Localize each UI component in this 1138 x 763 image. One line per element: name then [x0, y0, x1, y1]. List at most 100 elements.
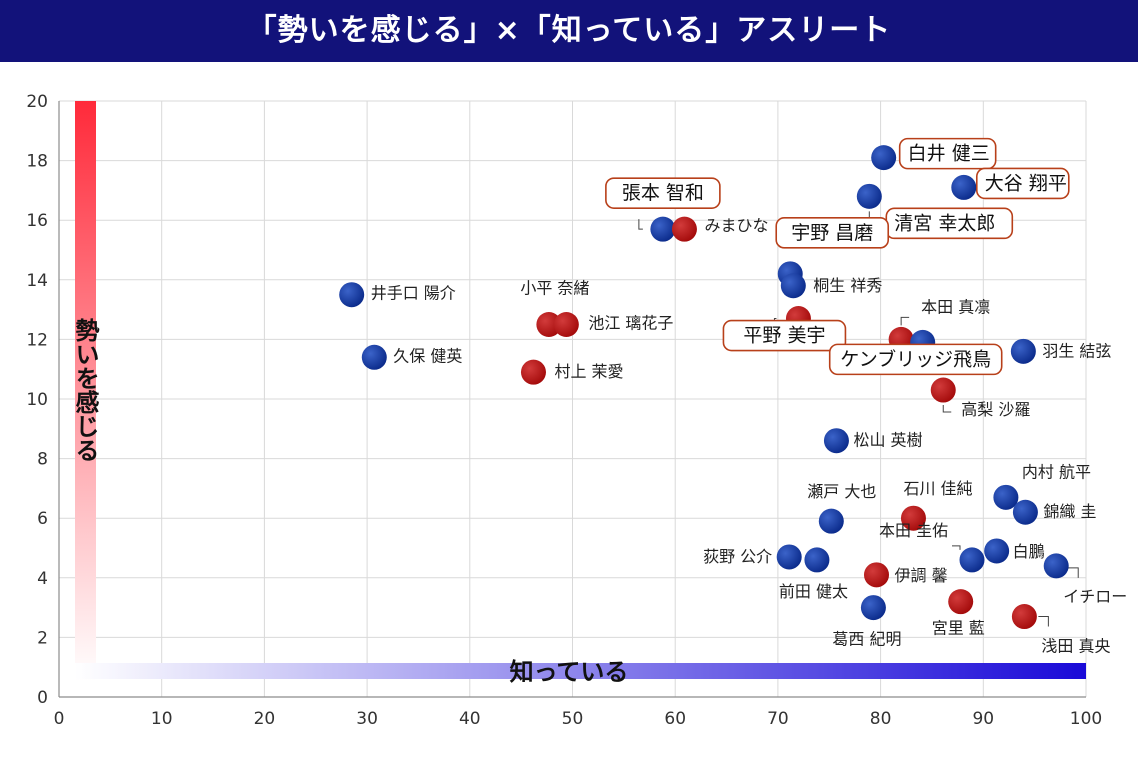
x-tick-label: 40	[459, 709, 481, 729]
callout-box	[828, 343, 1003, 376]
leader-line	[1038, 616, 1049, 627]
point-label: 錦織 圭	[1043, 502, 1096, 521]
x-tick-label: 60	[664, 709, 686, 729]
x-tick-label: 0	[54, 709, 65, 729]
point-label: 伊調 馨	[894, 566, 947, 585]
point-label: 瀬戸 大也	[807, 482, 876, 501]
point-marker	[776, 544, 802, 570]
point-label: 清宮 幸太郎	[894, 212, 995, 234]
point-marker	[863, 562, 889, 588]
x-axis-title: 知っている	[510, 658, 629, 686]
y-tick-label: 4	[37, 569, 48, 589]
leader-lines	[638, 211, 1079, 627]
point-label: みまひな	[704, 216, 768, 235]
point-label: 宮里 藍	[932, 619, 985, 638]
point-label: 平野 美宇	[743, 325, 825, 347]
point-marker	[1011, 604, 1037, 630]
point-label: 張本 智和	[622, 182, 704, 204]
point-marker	[948, 589, 974, 615]
point-label: 前田 健太	[779, 582, 848, 601]
callout-box	[722, 319, 847, 352]
leader-line	[952, 545, 961, 550]
point-marker	[871, 145, 897, 171]
y-axis-title: 勢いを感じる	[71, 318, 99, 462]
point-label: 村上 茉愛	[554, 362, 623, 381]
point-marker	[520, 359, 546, 385]
title-bar	[0, 0, 1138, 62]
x-tick-label: 50	[562, 709, 584, 729]
point-marker	[536, 312, 562, 337]
point-label: 池江 璃花子	[588, 314, 673, 333]
point-label: 羽生 結弦	[1042, 341, 1111, 360]
callout-box	[775, 217, 890, 249]
x-tick-label: 30	[356, 709, 378, 729]
point-label: 宇野 昌磨	[791, 222, 873, 244]
x-tick-label: 10	[151, 709, 173, 729]
point-marker	[984, 538, 1010, 564]
x-tick-label: 20	[254, 709, 276, 729]
point-marker	[671, 216, 697, 242]
y-tick-label: 8	[37, 450, 48, 470]
point-label: 葛西 紀明	[832, 630, 901, 649]
point-label: 石川 佳純	[903, 479, 972, 498]
point-marker	[650, 216, 676, 242]
y-tick-label: 20	[26, 92, 48, 112]
y-tick-label: 16	[26, 211, 48, 231]
point-marker	[361, 344, 387, 370]
point-label: 内村 航平	[1022, 462, 1091, 481]
leader-line	[638, 219, 643, 230]
point-label: 高梨 沙羅	[961, 400, 1030, 419]
point-marker	[993, 484, 1019, 510]
point-marker	[804, 547, 830, 573]
point-label: 久保 健英	[393, 346, 462, 365]
point-marker	[1043, 553, 1069, 579]
leader-line	[1068, 567, 1079, 578]
chart-title: 「勢いを感じる」×「知っている」アスリート	[246, 13, 892, 48]
point-marker	[1012, 499, 1038, 525]
y-tick-label: 0	[37, 688, 48, 708]
point-label: 松山 英樹	[853, 431, 922, 450]
leader-line	[942, 405, 952, 413]
grid	[59, 100, 1087, 697]
y-tick-label: 18	[26, 152, 48, 172]
x-tick-label: 70	[767, 709, 789, 729]
y-axis-gradient-bar	[75, 101, 96, 681]
axes	[58, 101, 1086, 698]
y-tick-label: 10	[26, 390, 48, 410]
point-label: 小平 奈緒	[520, 279, 589, 298]
point-marker	[339, 282, 365, 308]
point-label: 大谷 翔平	[985, 172, 1067, 194]
point-marker	[823, 428, 849, 454]
point-label: イチロー	[1063, 587, 1127, 606]
point-marker	[553, 312, 579, 337]
point-marker	[951, 174, 977, 200]
point-label: 本田 圭佑	[879, 521, 948, 540]
point-marker	[856, 183, 882, 209]
tick-labels: 0 10 20 30 40 50 60 70 80 90 100 0 2 4 6 8 10 12 14 16 18 20	[26, 92, 1102, 729]
callout-box	[975, 167, 1070, 200]
point-label: ケンブリッジ飛鳥	[840, 347, 991, 370]
point-label: 荻野 公介	[703, 547, 772, 566]
y-tick-label: 12	[26, 330, 48, 350]
point-label: 浅田 真央	[1041, 637, 1110, 656]
point-marker	[900, 505, 926, 531]
point-marker	[780, 273, 806, 299]
y-tick-label: 6	[37, 509, 48, 529]
y-tick-label: 14	[26, 271, 48, 291]
x-tick-label: 100	[1070, 709, 1102, 729]
point-label: 井手口 陽介	[371, 284, 456, 303]
leader-line	[900, 316, 910, 326]
point-label: 桐生 祥秀	[813, 276, 882, 295]
point-label: 白鵬	[1013, 542, 1045, 561]
callout-box	[898, 137, 997, 170]
point-marker	[1010, 338, 1036, 364]
point-marker	[818, 508, 844, 534]
point-label: 白井 健三	[908, 143, 990, 165]
x-tick-label: 90	[972, 709, 994, 729]
point-marker	[930, 377, 956, 403]
point-label: 本田 真凛	[921, 297, 990, 316]
x-axis-gradient-bar	[75, 663, 1086, 679]
point-marker	[959, 547, 985, 573]
